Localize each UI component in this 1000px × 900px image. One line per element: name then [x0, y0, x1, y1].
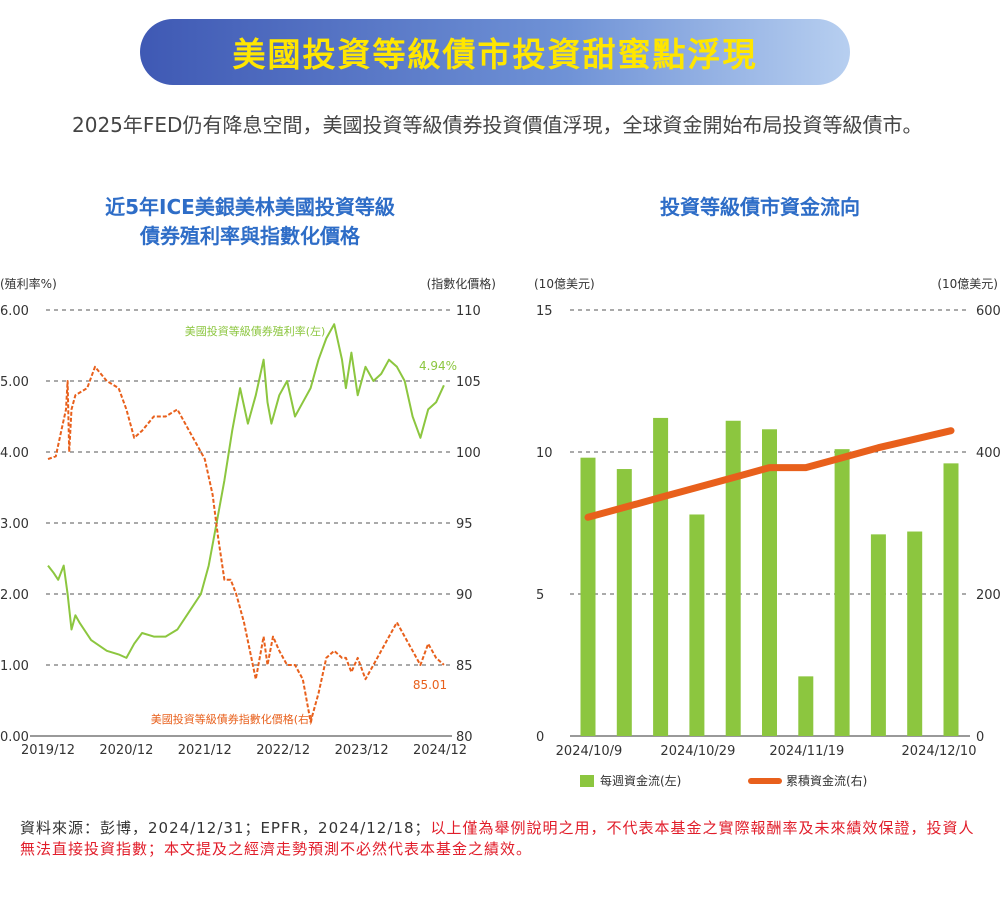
x-tick-label: 2020/12 — [99, 743, 153, 758]
yield-end-label: 4.94% — [419, 359, 457, 373]
y-left-tick-label: 0.00 — [0, 730, 29, 745]
weekly-flow-bar — [834, 449, 850, 736]
left-chart-title: 近5年ICE美銀美林美國投資等級 債券殖利率與指數化價格 — [40, 193, 460, 251]
y-right-tick-label: 200 — [976, 588, 1000, 603]
left-axis-label: (殖利率%) — [0, 276, 57, 291]
left-chart-title-line2: 債券殖利率與指數化價格 — [140, 224, 360, 248]
y-right-tick-label: 85 — [456, 659, 473, 674]
weekly-flow-bar — [762, 429, 777, 736]
right-chart-legend-bars: 每週資金流(左) — [580, 772, 681, 789]
y-right-tick-label: 100 — [456, 446, 481, 461]
y-right-tick-label: 95 — [456, 517, 473, 532]
right-chart-right-axis-label: (10億美元) — [937, 277, 998, 291]
price-series-label: 美國投資等級債券指數化價格(右) — [151, 712, 314, 726]
x-tick-label: 2024/12/10 — [902, 744, 977, 759]
x-tick-label: 2021/12 — [178, 743, 232, 758]
page-title-banner: 美國投資等級債市投資甜蜜點浮現 — [140, 19, 850, 85]
y-right-tick-label: 110 — [456, 304, 481, 319]
right-chart-left-axis-label: (10億美元) — [534, 277, 595, 291]
weekly-flow-bar — [653, 417, 669, 736]
legend-line-label: 累積資金流(右) — [786, 774, 868, 788]
weekly-flow-bar — [616, 469, 632, 736]
y-right-tick-label: 0 — [976, 730, 984, 745]
yield-series-label: 美國投資等級債券殖利率(左) — [185, 324, 326, 338]
x-tick-label: 2024/10/9 — [556, 744, 623, 759]
y-left-tick-label: 0 — [536, 730, 544, 745]
y-left-tick-label: 3.00 — [0, 517, 29, 532]
x-tick-label: 2019/12 — [21, 743, 75, 758]
y-left-tick-label: 15 — [536, 304, 553, 319]
x-tick-label: 2023/12 — [335, 743, 389, 758]
y-left-tick-label: 5.00 — [0, 375, 29, 390]
right-chart-title: 投資等級債市資金流向 — [660, 195, 860, 219]
disclaimer-text: 以上僅為舉例說明之用，不代表本基金之實際報酬率及未來績效保證，投資人無法直接投資… — [20, 819, 975, 858]
weekly-flow-bar — [798, 676, 814, 736]
y-left-tick-label: 1.00 — [0, 659, 29, 674]
y-right-tick-label: 80 — [456, 730, 473, 745]
intro-text: 2025年FED仍有降息空間，美國投資等級債券投資價值浮現，全球資金開始布局投資… — [72, 113, 923, 137]
y-left-tick-label: 10 — [536, 446, 553, 461]
right-axis-label: (指數化價格) — [427, 276, 496, 291]
y-left-tick-label: 2.00 — [0, 588, 29, 603]
weekly-flow-bar — [870, 534, 886, 736]
y-left-tick-label: 5 — [536, 588, 544, 603]
y-right-tick-label: 90 — [456, 588, 473, 603]
right-chart: (10億美元) (10億美元) 15 600 10 400 5 200 0 0 2024/10/9 2… — [534, 277, 1000, 759]
left-chart: (殖利率%) (指數化價格) 6.00 110 5.00 105 4.00 100 3.00 95… — [0, 276, 496, 758]
source-text: 資料來源：彭博，2024/12/31；EPFR，2024/12/18； — [20, 819, 431, 837]
y-left-tick-label: 4.00 — [0, 446, 29, 461]
price-end-label: 85.01 — [413, 678, 447, 692]
right-chart-legend-line: 累積資金流(右) — [748, 772, 867, 789]
y-right-tick-label: 400 — [976, 446, 1000, 461]
weekly-flow-bar — [689, 514, 705, 736]
y-right-tick-label: 105 — [456, 375, 481, 390]
legend-line-swatch — [748, 777, 782, 784]
legend-bar-swatch — [580, 774, 594, 787]
y-left-tick-label: 6.00 — [0, 304, 29, 319]
yield-series-line — [47, 323, 445, 659]
weekly-flow-bar — [580, 457, 596, 736]
weekly-flow-bar — [725, 420, 741, 736]
source-note: 資料來源：彭博，2024/12/31；EPFR，2024/12/18；以上僅為舉… — [20, 818, 980, 860]
left-chart-title-line1: 近5年ICE美銀美林美國投資等級 — [105, 195, 395, 219]
price-series-line — [47, 365, 445, 723]
x-tick-label: 2024/10/29 — [660, 744, 735, 759]
page-title: 美國投資等級債市投資甜蜜點浮現 — [232, 35, 758, 74]
y-right-tick-label: 600 — [976, 304, 1000, 319]
weekly-flow-bar — [943, 463, 959, 736]
x-tick-label: 2024/12 — [413, 743, 467, 758]
legend-bar-label: 每週資金流(左) — [600, 774, 682, 788]
cumulative-flow-line — [584, 427, 955, 521]
weekly-flow-bar — [907, 531, 923, 736]
x-tick-label: 2022/12 — [256, 743, 310, 758]
x-tick-label: 2024/11/19 — [769, 744, 844, 759]
